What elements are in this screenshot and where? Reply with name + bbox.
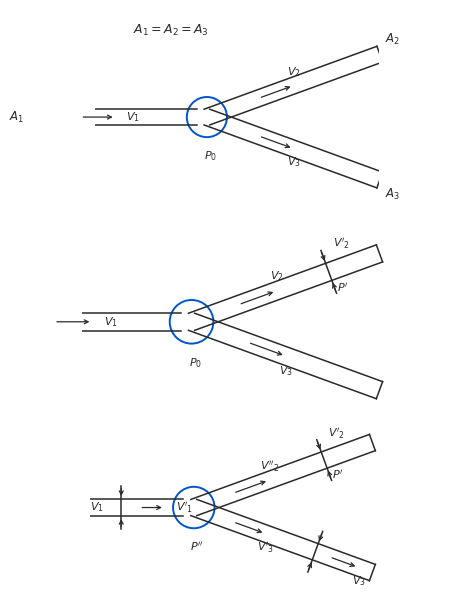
Text: $P_0$: $P_0$ [204,149,217,162]
Text: $V_3$: $V_3$ [287,155,301,169]
Text: $A_3$: $A_3$ [385,187,400,202]
Text: $V'_2$: $V'_2$ [328,426,345,441]
Text: $V_2$: $V_2$ [270,270,283,283]
Text: $V'_1$: $V'_1$ [176,500,193,515]
Text: $P'$: $P'$ [337,281,349,294]
Text: $P'$: $P'$ [332,468,344,482]
Text: $P^{\prime\prime}$: $P^{\prime\prime}$ [191,541,204,553]
Text: $V_1$: $V_1$ [104,315,118,328]
Text: $V'_3$: $V'_3$ [257,540,274,555]
Text: $V_2$: $V_2$ [287,65,301,79]
Text: $V_1$: $V_1$ [126,110,140,124]
Text: $V'_2$: $V'_2$ [333,236,350,251]
Text: $A_2$: $A_2$ [385,32,400,47]
Text: $V_3$: $V_3$ [352,574,365,588]
Text: $A_1=A_2=A_3$: $A_1=A_2=A_3$ [133,22,209,38]
Text: $V_3$: $V_3$ [279,364,293,378]
Text: $V''_2$: $V''_2$ [260,459,279,474]
Text: $A_1$: $A_1$ [9,110,25,125]
Text: $V_1$: $V_1$ [91,501,104,514]
Text: $P_0$: $P_0$ [189,356,202,370]
